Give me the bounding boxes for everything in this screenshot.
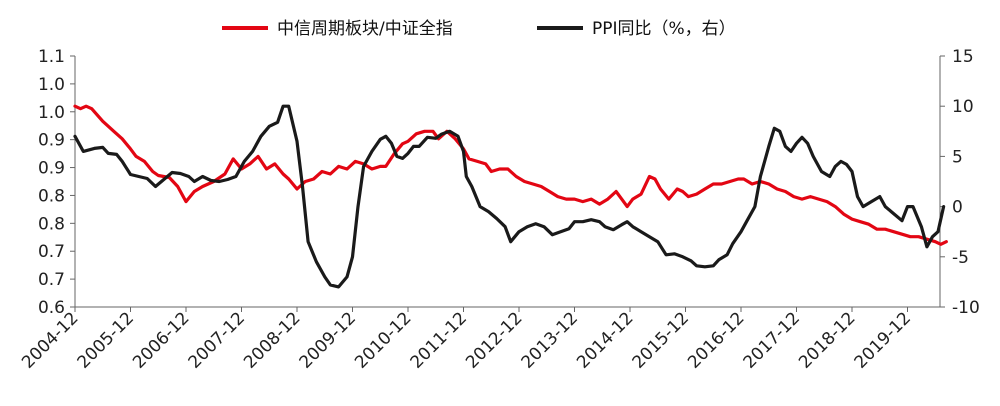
right-axis-tick-label: -10 — [952, 298, 980, 318]
x-axis-tick-label: 2012-12 — [462, 308, 526, 372]
left-axis-tick-label: 0.6 — [38, 298, 65, 318]
left-axis-ticks: 0.6 0.7 0.7 0.8 0.8 0.9 0.9 1.0 1.0 1.1 — [38, 47, 75, 318]
x-axis-tick-label: 2009-12 — [296, 308, 360, 372]
left-axis-tick-label: 1.1 — [38, 47, 65, 67]
left-axis-tick-label: 1.0 — [38, 103, 65, 123]
x-axis-ticks: 2004-122005-122006-122007-122008-122009-… — [18, 307, 915, 373]
right-axis-ticks: -10 -5 0 5 10 15 — [940, 47, 980, 318]
left-axis-tick-label: 0.7 — [38, 270, 65, 290]
x-axis-tick-label: 2010-12 — [351, 308, 415, 372]
x-axis-tick-label: 2005-12 — [74, 308, 138, 372]
x-axis-tick-label: 2017-12 — [740, 308, 804, 372]
series-lines — [73, 104, 948, 289]
left-axis-tick-label: 0.7 — [38, 242, 65, 262]
series-line-2 — [73, 104, 946, 289]
series-line-1 — [73, 104, 948, 246]
left-axis-tick-label: 0.9 — [38, 131, 65, 151]
x-axis-tick-label: 2008-12 — [240, 308, 304, 372]
x-axis-tick-label: 2014-12 — [573, 308, 637, 372]
x-axis-tick-label: 2015-12 — [629, 308, 693, 372]
x-axis-tick-label: 2013-12 — [518, 308, 582, 372]
left-axis-tick-label: 0.8 — [38, 214, 65, 234]
right-axis-tick-label: 0 — [952, 198, 963, 218]
right-axis-tick-label: 10 — [952, 97, 974, 117]
x-axis-tick-label: 2018-12 — [795, 308, 859, 372]
right-axis-tick-label: -5 — [952, 248, 969, 268]
legend-label-series-2: PPI同比（%，右） — [592, 19, 736, 39]
left-axis-tick-label: 1.0 — [38, 75, 65, 95]
legend: 中信周期板块/中证全指 PPI同比（%，右） — [222, 19, 736, 39]
right-axis-tick-label: 15 — [952, 47, 974, 67]
x-axis-tick-label: 2016-12 — [684, 308, 748, 372]
left-axis-tick-label: 0.9 — [38, 159, 65, 179]
x-axis-tick-label: 2019-12 — [851, 308, 915, 372]
x-axis-tick-label: 2004-12 — [18, 308, 82, 372]
x-axis-tick-label: 2011-12 — [407, 308, 471, 372]
right-axis-tick-label: 5 — [952, 147, 963, 167]
x-axis-tick-label: 2007-12 — [185, 308, 249, 372]
left-axis-tick-label: 0.8 — [38, 186, 65, 206]
legend-label-series-1: 中信周期板块/中证全指 — [277, 19, 453, 39]
x-axis-tick-label: 2006-12 — [129, 308, 193, 372]
